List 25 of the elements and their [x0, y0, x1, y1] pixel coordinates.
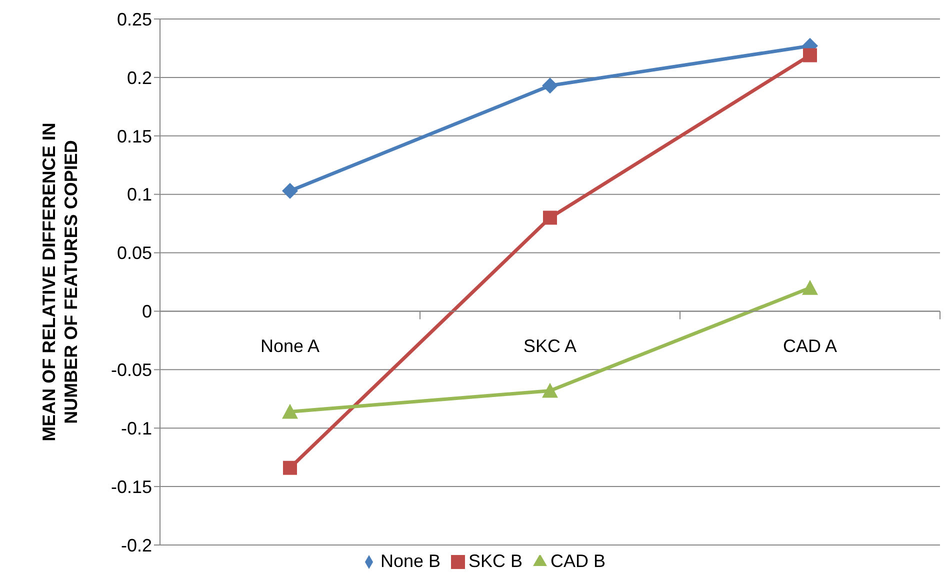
x-tick-label: None A	[260, 336, 320, 356]
y-axis-title: MEAN OF RELATIVE DIFFERENCE IN NUMBER OF FEATURES COPIED	[39, 122, 81, 442]
legend-label: None B	[380, 551, 440, 571]
y-tick-label: 0.05	[116, 243, 152, 264]
legend-label: CAD B	[550, 551, 606, 571]
point	[542, 78, 558, 94]
y-tick-label: 0	[142, 302, 152, 322]
y-tick-label: 0.15	[116, 126, 152, 146]
point	[283, 460, 297, 475]
y-tick-label: 0.25	[116, 9, 152, 30]
y-tick-label: -0.05	[110, 360, 152, 380]
point	[802, 280, 818, 295]
point	[803, 48, 817, 62]
point	[282, 404, 298, 419]
point	[282, 182, 298, 199]
y-tick-label: -0.15	[110, 476, 152, 497]
legend-label: SKC B	[468, 551, 523, 571]
y-tick-label: -0.1	[120, 418, 152, 438]
y-tick-label: 0.1	[126, 184, 152, 205]
x-tick-label: CAD A	[782, 336, 838, 356]
x-tick-label: SKC A	[523, 336, 577, 356]
point	[542, 382, 558, 398]
point	[543, 210, 557, 225]
y-tick-label: 0.2	[126, 68, 152, 88]
y-tick-label: -0.2	[120, 535, 152, 556]
